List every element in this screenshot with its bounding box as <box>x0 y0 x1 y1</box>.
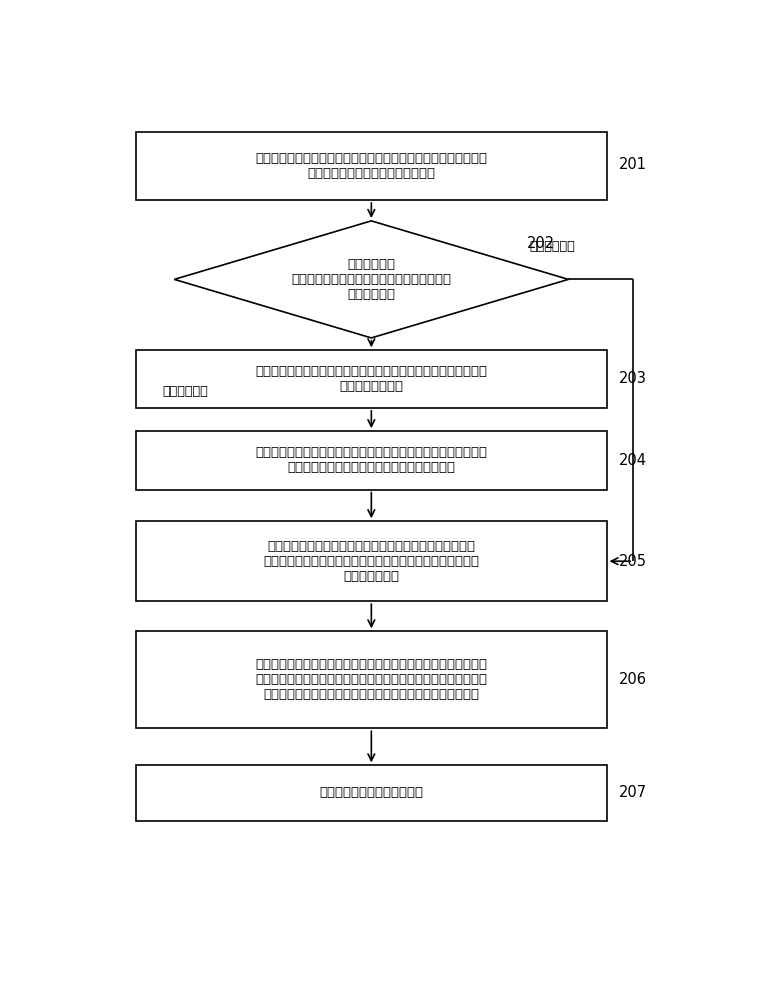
Text: 205: 205 <box>619 554 647 569</box>
Text: 完整上报类型: 完整上报类型 <box>162 385 208 398</box>
Text: 在得到当前上报时刻的第一信道信息时，根据上报时刻配置信息确
定当前上报时刻对应的上报时刻类型: 在得到当前上报时刻的第一信道信息时，根据上报时刻配置信息确 定当前上报时刻对应的… <box>255 152 487 180</box>
Text: 将待上报信道信息反馈给基站: 将待上报信道信息反馈给基站 <box>320 786 424 799</box>
Text: 203: 203 <box>619 371 646 386</box>
FancyBboxPatch shape <box>136 765 606 821</box>
FancyBboxPatch shape <box>136 521 606 601</box>
Text: 根据第一量化刻度和第一预设量化位宽对第一信道矩阵进行量化，
并将量化后得到的第一量化信道信息反馈给基站: 根据第一量化刻度和第一预设量化位宽对第一信道矩阵进行量化， 并将量化后得到的第一… <box>255 446 487 474</box>
Polygon shape <box>175 221 568 338</box>
FancyBboxPatch shape <box>136 431 606 490</box>
Text: 201: 201 <box>619 157 647 172</box>
Text: 差分上报类型: 差分上报类型 <box>529 240 575 253</box>
FancyBboxPatch shape <box>136 350 606 408</box>
Text: 206: 206 <box>619 672 647 687</box>
Text: 207: 207 <box>619 785 647 800</box>
Text: 根据第二预设量化位宽和上一个对应完整上报类型的上报时刻所反
馈的第一上报信道信息对应的量化刻度对所述差值信道矩阵进行量
化，并将量化后得到的差值量化信道信息作为: 根据第二预设量化位宽和上一个对应完整上报类型的上报时刻所反 馈的第一上报信道信息… <box>255 658 487 701</box>
Text: 判断当前上报
时刻对应的上报时刻类型是完整上报类型还是
差分上报类型: 判断当前上报 时刻对应的上报时刻类型是完整上报类型还是 差分上报类型 <box>291 258 452 301</box>
Text: 204: 204 <box>619 453 647 468</box>
Text: 根据第一信道矩阵中包含的各元素的取值范围及第一预设量化位宽
确定第一量化刻度: 根据第一信道矩阵中包含的各元素的取值范围及第一预设量化位宽 确定第一量化刻度 <box>255 365 487 393</box>
FancyBboxPatch shape <box>136 132 606 200</box>
Text: 根据第一信道矩阵和第二信道矩阵的差确定差值信道矩阵，
其中，第二信道矩阵为上一个上报时刻得到的第二信道信息中
包含的信道矩阵: 根据第一信道矩阵和第二信道矩阵的差确定差值信道矩阵， 其中，第二信道矩阵为上一个… <box>263 540 480 583</box>
Text: 202: 202 <box>528 236 556 251</box>
FancyBboxPatch shape <box>136 631 606 728</box>
